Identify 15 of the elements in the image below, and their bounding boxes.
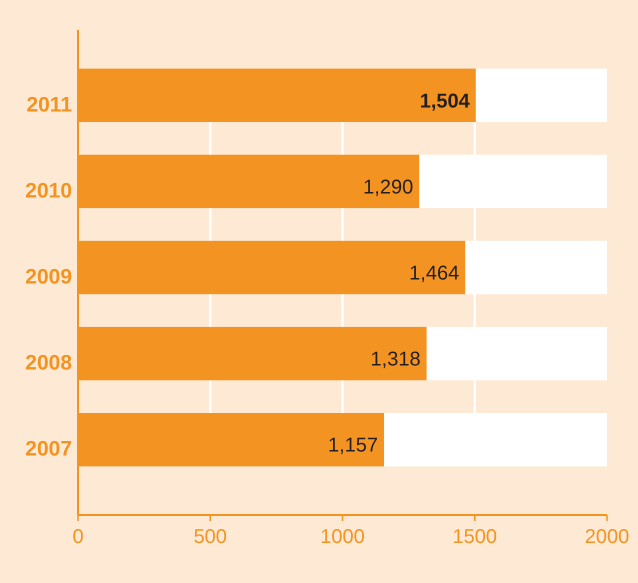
data-label: 1,464: [409, 262, 460, 284]
y-tick-label: 2008: [25, 352, 72, 375]
x-tick-label: 500: [194, 526, 227, 548]
data-label: 1,290: [363, 176, 414, 198]
data-label: 1,157: [328, 434, 378, 457]
x-tick-label: 1500: [452, 526, 497, 548]
y-tick-label: 2010: [25, 179, 72, 202]
x-tick-label: 1000: [320, 526, 365, 548]
data-label: 1,504: [420, 90, 471, 112]
data-label: 1,318: [370, 348, 421, 371]
y-tick-label: 2011: [26, 93, 72, 116]
x-tick-label: 0: [72, 526, 84, 548]
x-tick-label: 2000: [584, 526, 630, 548]
y-tick-label: 2009: [25, 266, 72, 288]
y-tick-label: 2007: [25, 438, 72, 461]
